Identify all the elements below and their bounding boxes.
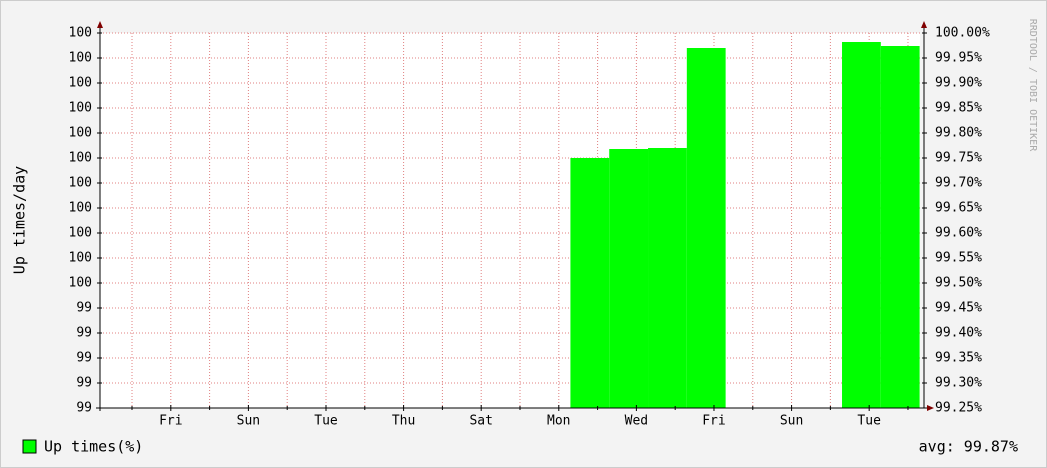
x-tick-label: Fri	[702, 414, 725, 429]
legend-swatch	[22, 439, 37, 454]
y-tick-label: 100	[69, 201, 92, 216]
x-tick-label: Fri	[159, 414, 182, 429]
watermark: RRDTOOL / TOBI OETIKER	[1027, 19, 1038, 152]
y-tick-label: 99	[76, 351, 92, 366]
y-tick-label: 100	[69, 126, 92, 141]
y-tick-label: 100	[69, 151, 92, 166]
bar	[648, 148, 687, 408]
y-axis-label: Up times/day	[11, 166, 29, 274]
y2-tick-label: 99.85%	[935, 101, 982, 116]
arrow	[927, 405, 934, 411]
legend-label: Up times(%)	[44, 438, 143, 456]
plot-area	[100, 33, 920, 408]
y-tick-label: 100	[69, 101, 92, 116]
y-tick-label: 100	[69, 76, 92, 91]
bar	[880, 46, 920, 408]
y-tick-label: 99	[76, 376, 92, 391]
x-tick-label: Sun	[780, 414, 803, 429]
y2-tick-label: 99.40%	[935, 326, 982, 341]
x-tick-label: Wed	[625, 414, 648, 429]
y2-tick-label: 99.80%	[935, 126, 982, 141]
y-tick-label: 100	[69, 226, 92, 241]
y2-tick-label: 99.30%	[935, 376, 982, 391]
x-tick-label: Tue	[314, 414, 338, 429]
y-tick-label: 100	[69, 51, 92, 66]
y2-tick-label: 99.55%	[935, 251, 982, 266]
y-tick-label: 99	[76, 401, 92, 416]
x-tick-label: Thu	[392, 414, 415, 429]
y2-tick-label: 100.00%	[935, 26, 990, 41]
x-tick-label: Sun	[237, 414, 260, 429]
y2-tick-label: 99.65%	[935, 201, 982, 216]
y2-tick-label: 99.25%	[935, 401, 982, 416]
y2-tick-label: 99.95%	[935, 51, 982, 66]
y2-tick-label: 99.60%	[935, 226, 982, 241]
y2-tick-label: 99.75%	[935, 151, 982, 166]
y-tick-label: 100	[69, 276, 92, 291]
bar	[609, 149, 649, 408]
y-tick-label: 99	[76, 326, 92, 341]
y-tick-label: 99	[76, 301, 92, 316]
y-tick-label: 100	[69, 176, 92, 191]
y-tick-label: 100	[69, 26, 92, 41]
x-tick-label: Mon	[547, 414, 570, 429]
y2-tick-label: 99.70%	[935, 176, 982, 191]
arrow	[921, 21, 927, 28]
y2-tick-label: 99.45%	[935, 301, 982, 316]
y-tick-label: 100	[69, 251, 92, 266]
y2-tick-label: 99.90%	[935, 76, 982, 91]
bar	[686, 48, 726, 408]
summary: avg: 99.87%	[919, 438, 1018, 456]
y2-tick-label: 99.50%	[935, 276, 982, 291]
bar	[842, 42, 881, 408]
x-tick-label: Tue	[857, 414, 881, 429]
y2-tick-label: 99.35%	[935, 351, 982, 366]
bar	[570, 158, 610, 408]
x-tick-label: Sat	[469, 414, 492, 429]
arrow	[97, 21, 103, 28]
